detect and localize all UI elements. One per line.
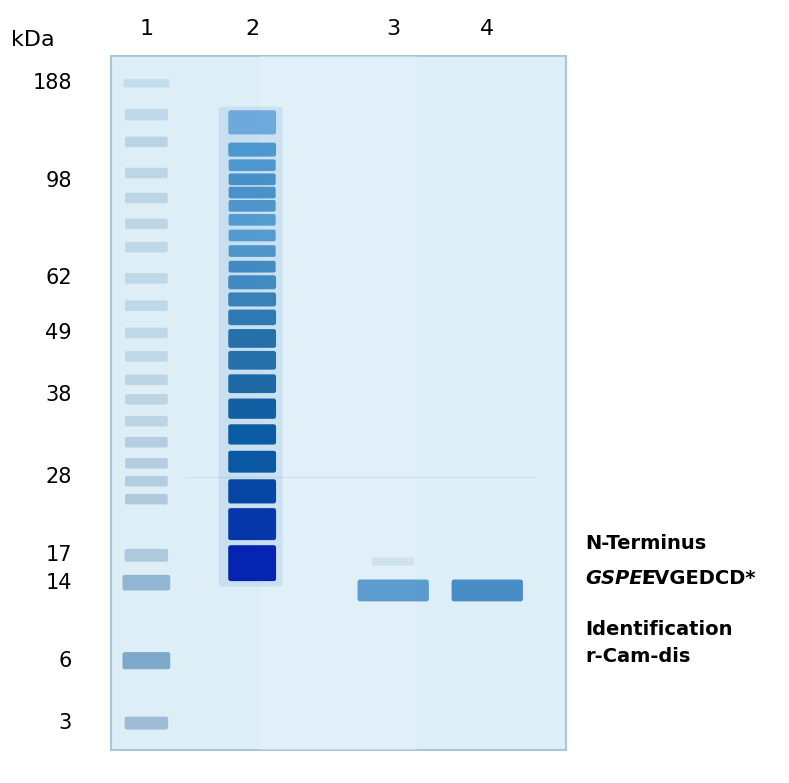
FancyBboxPatch shape: [228, 292, 276, 306]
Text: 3: 3: [58, 713, 72, 733]
FancyBboxPatch shape: [125, 549, 168, 561]
Text: 14: 14: [46, 572, 72, 593]
Text: kDa: kDa: [11, 31, 54, 50]
FancyBboxPatch shape: [229, 160, 275, 171]
FancyBboxPatch shape: [122, 575, 170, 590]
Text: 1: 1: [140, 19, 153, 38]
FancyBboxPatch shape: [228, 545, 276, 581]
FancyBboxPatch shape: [229, 186, 275, 198]
FancyBboxPatch shape: [228, 276, 276, 289]
FancyBboxPatch shape: [228, 451, 276, 473]
Text: 28: 28: [46, 467, 72, 487]
FancyBboxPatch shape: [125, 328, 168, 338]
Text: 17: 17: [46, 545, 72, 565]
FancyBboxPatch shape: [228, 329, 276, 348]
FancyBboxPatch shape: [228, 399, 276, 419]
FancyBboxPatch shape: [228, 309, 276, 325]
Text: 188: 188: [32, 74, 72, 93]
Text: Identification: Identification: [585, 620, 733, 639]
FancyBboxPatch shape: [451, 579, 523, 601]
FancyBboxPatch shape: [125, 416, 168, 427]
Text: 4: 4: [481, 19, 494, 38]
Text: 98: 98: [46, 171, 72, 191]
Text: 3: 3: [386, 19, 400, 38]
FancyBboxPatch shape: [125, 458, 168, 468]
FancyBboxPatch shape: [229, 229, 275, 241]
Text: EVGEDCD*: EVGEDCD*: [641, 569, 756, 588]
FancyBboxPatch shape: [125, 273, 168, 283]
FancyBboxPatch shape: [125, 374, 168, 385]
FancyBboxPatch shape: [125, 193, 168, 204]
Text: 49: 49: [45, 323, 72, 343]
FancyBboxPatch shape: [125, 351, 168, 362]
FancyBboxPatch shape: [229, 214, 275, 226]
FancyBboxPatch shape: [125, 394, 168, 405]
FancyBboxPatch shape: [228, 479, 276, 503]
FancyBboxPatch shape: [357, 579, 429, 601]
FancyBboxPatch shape: [229, 261, 275, 272]
FancyBboxPatch shape: [229, 173, 275, 185]
Text: 6: 6: [58, 651, 72, 671]
FancyBboxPatch shape: [229, 245, 275, 257]
FancyBboxPatch shape: [125, 242, 168, 252]
Text: r-Cam-dis: r-Cam-dis: [585, 648, 690, 666]
FancyBboxPatch shape: [125, 301, 168, 311]
FancyBboxPatch shape: [228, 424, 276, 445]
FancyBboxPatch shape: [229, 200, 275, 211]
FancyBboxPatch shape: [123, 79, 170, 88]
FancyBboxPatch shape: [260, 56, 417, 750]
FancyBboxPatch shape: [228, 110, 276, 135]
FancyBboxPatch shape: [125, 136, 168, 147]
FancyBboxPatch shape: [228, 374, 276, 393]
FancyBboxPatch shape: [228, 143, 276, 157]
FancyBboxPatch shape: [125, 716, 168, 730]
FancyBboxPatch shape: [372, 557, 414, 565]
Text: 38: 38: [46, 385, 72, 406]
Text: N-Terminus: N-Terminus: [585, 534, 706, 553]
FancyBboxPatch shape: [122, 652, 170, 669]
FancyBboxPatch shape: [228, 351, 276, 370]
FancyBboxPatch shape: [125, 218, 168, 229]
Text: GSPEF: GSPEF: [585, 569, 656, 588]
Text: 2: 2: [245, 19, 260, 38]
FancyBboxPatch shape: [125, 437, 168, 447]
FancyBboxPatch shape: [219, 106, 282, 586]
FancyBboxPatch shape: [125, 109, 168, 121]
FancyBboxPatch shape: [125, 494, 168, 504]
Text: 62: 62: [45, 269, 72, 288]
FancyBboxPatch shape: [228, 508, 276, 540]
FancyBboxPatch shape: [125, 476, 168, 486]
FancyBboxPatch shape: [111, 56, 566, 750]
FancyBboxPatch shape: [125, 168, 168, 179]
